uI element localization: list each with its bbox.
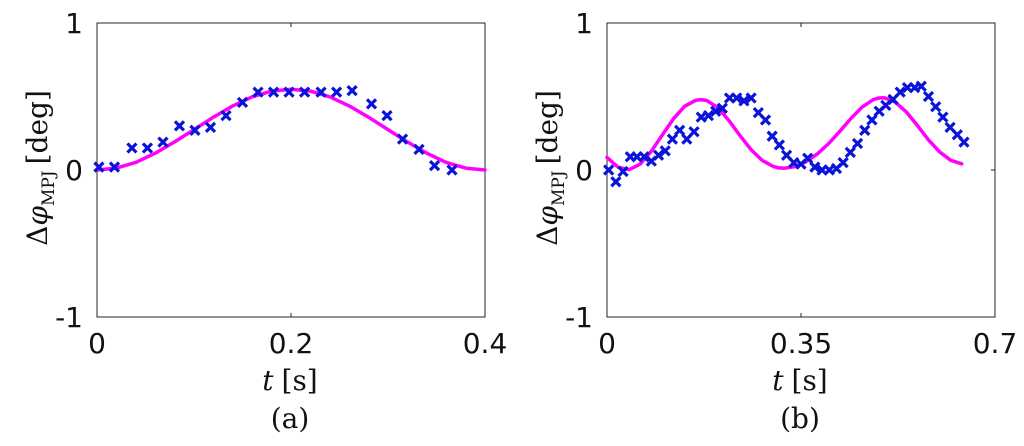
panel-a-data-point [173,120,186,132]
panel-b-data-point [930,101,942,113]
panel-a-axes-box [96,22,486,318]
panel-b-data-point [738,95,750,107]
panel-b-data-point [859,124,871,136]
panel-a-fit-line [95,87,487,172]
panel-b-xtick-label: 0.35 [770,327,832,360]
panel-b-xtick-label: 0 [598,327,616,360]
panel-b-data-point [802,152,814,164]
panel-b-data-point [894,86,906,98]
panel-b-data-point [937,111,949,123]
panel-a-ylabel: ΔφMPJ[deg] [21,90,59,246]
panel-b-xtick-label: 0.7 [973,327,1018,360]
panel-a-xtick-label: 0 [88,327,106,360]
panel-a-data-point [446,164,458,176]
panel-b-data-point [617,165,629,178]
panel-b-ytick-label: 1 [575,7,593,40]
panel-a-data-point [220,109,232,122]
panel-a-data-point [346,84,358,97]
panel-b-data-point [922,90,935,103]
panel-b: 0 0.35 0.7-101 ΔφMPJ[deg] t [s] (b) [531,7,1017,435]
panel-b-plot-area: 0 0.35 0.7-101 [565,7,1017,360]
panel-a-ytick-label: -1 [55,301,83,334]
panel-b-ytick-label: 0 [575,154,593,187]
panel-b-data-point [837,157,849,169]
panel-a-data-point [267,86,280,98]
panel-b-ylabel: ΔφMPJ[deg] [531,90,569,246]
panel-b-data-point [666,133,679,145]
panel-b-ytick-label: -1 [565,301,593,334]
panel-a-data-point [396,133,409,145]
panel-a-data-point [108,161,121,173]
panel-a-data-point [252,86,264,98]
panel-b-data-point [766,130,778,142]
panel-b-xlabel: t [s] [772,364,827,397]
panel-a-data-point [189,124,201,136]
panel-b-data-point [659,145,671,157]
panel-b-data-point [745,92,757,104]
panel-a: 0 0.2 0.4-101 ΔφMPJ[deg] t [s] (a) [21,7,507,435]
panel-a-data-point [141,142,154,154]
panel-a-xlabel: t [s] [262,364,317,397]
panel-b-caption: (b) [780,402,820,435]
panel-a-data-point [283,86,295,98]
panel-a-data-point [93,161,105,173]
panel-b-data-point [638,151,650,163]
panel-b-data-point [809,161,821,173]
panel-a-data-point [126,142,138,154]
panel-b-data-point [915,80,927,92]
panel-b-data-point [958,136,970,148]
panel-a-data-point [413,143,425,156]
panel-a-data-point [236,96,249,109]
panel-b-axes-box [606,22,996,318]
panel-a-plot-area: 0 0.2 0.4-101 [55,7,507,360]
panel-b-data-point [688,126,700,138]
panel-a-data-point [428,159,441,172]
panel-a-data-point [381,109,393,122]
panel-a-data-point [365,98,378,110]
panel-b-data-point [710,105,722,117]
panel-a-ytick-label: 0 [65,154,83,187]
panel-b-data-point [610,176,622,188]
panel-b-data-point [866,114,878,126]
panel-b-data-point [759,114,772,126]
panel-a-caption: (a) [271,402,310,435]
panel-b-data-point [716,102,728,114]
panel-a-data-point [204,121,217,134]
panel-a-data-point [298,86,311,98]
panel-b-data-point [844,146,856,158]
panel-b-data-point [673,124,686,136]
panel-a-data-point [157,136,169,148]
panel-b-data-point [731,92,743,104]
panel-a-data-point [315,86,327,98]
panel-b-data-point [773,139,786,151]
panel-b-data-point [603,164,615,176]
panel-a-data-point [330,86,343,98]
panel-a-xtick-label: 0.2 [269,327,314,360]
panel-b-data-point [851,137,864,150]
panel-b-data-point [702,109,715,122]
panel-a-ytick-label: 1 [65,7,83,40]
panel-a-xtick-label: 0.4 [463,327,508,360]
